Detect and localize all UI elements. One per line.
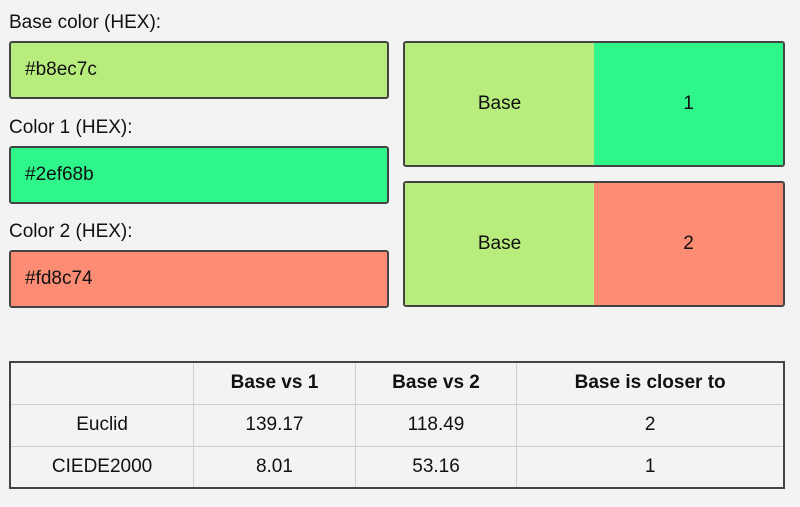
color2-input[interactable] — [9, 250, 389, 308]
header-base-vs-1: Base vs 1 — [193, 361, 356, 405]
swatch-color1-half: 1 — [594, 43, 783, 165]
distance-results-table: Base vs 1 Base vs 2 Base is closer to Eu… — [9, 361, 785, 489]
table-row: Euclid 139.17 118.49 2 — [9, 403, 785, 447]
header-closer-to: Base is closer to — [516, 361, 785, 405]
header-base-vs-2: Base vs 2 — [354, 361, 518, 405]
color1-label: Color 1 (HEX): — [9, 117, 133, 138]
metric-name: Euclid — [9, 403, 195, 447]
swatch-color2-half: 2 — [594, 183, 783, 305]
swatch-base-half: Base — [405, 183, 594, 305]
table-header-row: Base vs 1 Base vs 2 Base is closer to — [9, 361, 785, 405]
base-color-label: Base color (HEX): — [9, 12, 162, 33]
closer-to-value: 2 — [516, 403, 785, 447]
swatch-base-half: Base — [405, 43, 594, 165]
swatch-base-vs-1: Base 1 — [403, 41, 785, 167]
table-row: CIEDE2000 8.01 53.16 1 — [9, 445, 785, 489]
closer-to-value: 1 — [516, 445, 785, 489]
color2-label: Color 2 (HEX): — [9, 221, 133, 242]
metric-name: CIEDE2000 — [9, 445, 195, 489]
swatch-base-vs-2: Base 2 — [403, 181, 785, 307]
header-empty — [9, 361, 195, 405]
distance-base-vs-2: 53.16 — [354, 445, 518, 489]
base-color-input[interactable] — [9, 41, 389, 99]
distance-base-vs-1: 8.01 — [193, 445, 356, 489]
distance-base-vs-1: 139.17 — [193, 403, 356, 447]
distance-base-vs-2: 118.49 — [354, 403, 518, 447]
color1-input[interactable] — [9, 146, 389, 204]
